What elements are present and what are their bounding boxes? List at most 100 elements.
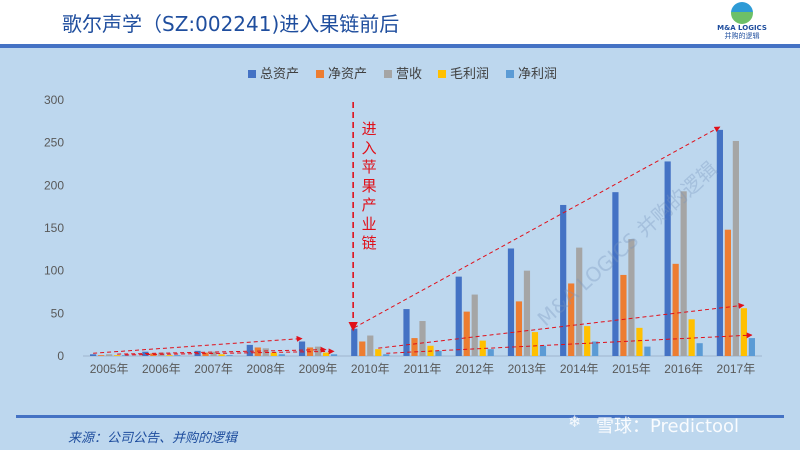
- footer-divider: [16, 415, 784, 418]
- legend-label: 净资产: [328, 67, 367, 82]
- annotation-char: 入: [362, 139, 377, 157]
- bar: [471, 294, 478, 356]
- y-tick-label: 300: [44, 93, 64, 107]
- bar: [351, 328, 358, 356]
- bar: [576, 247, 583, 356]
- bar: [106, 354, 113, 356]
- y-tick-label: 0: [57, 349, 64, 363]
- bar: [463, 311, 470, 356]
- bar: [584, 326, 591, 356]
- bar: [716, 129, 723, 356]
- x-tick-label: 2015年: [612, 362, 651, 376]
- annotation-char: 苹: [362, 158, 377, 176]
- x-tick-label: 2007年: [194, 362, 233, 376]
- bar: [479, 340, 486, 356]
- y-tick-label: 100: [44, 264, 64, 278]
- bar: [270, 352, 277, 356]
- bar: [560, 204, 567, 356]
- x-tick-label: 2009年: [299, 362, 338, 376]
- x-tick-label: 2013年: [508, 362, 547, 376]
- x-tick-label: 2008年: [246, 362, 285, 376]
- x-tick-label: 2006年: [142, 362, 181, 376]
- bar: [539, 345, 547, 356]
- x-tick-label: 2014年: [560, 362, 599, 376]
- bar: [592, 341, 599, 356]
- bar: [330, 354, 338, 356]
- annotation-char: 果: [362, 177, 377, 195]
- bar: [612, 192, 619, 356]
- bar: [688, 319, 695, 356]
- bar: [515, 301, 523, 356]
- bar: [359, 341, 366, 356]
- watermark: 雪球：Predictool: [596, 416, 740, 437]
- bar: [367, 335, 374, 356]
- y-tick-label: 150: [44, 221, 64, 235]
- annotation-char: 链: [362, 234, 377, 252]
- bar: [166, 355, 173, 356]
- bar-chart: 0 50 100 150 200 250 300 2005年 2006年 2007年 2008年 20…: [44, 67, 762, 376]
- x-tick-label: 2010年: [351, 362, 390, 376]
- legend-label: 总资产: [260, 67, 299, 82]
- bar: [455, 276, 462, 356]
- bar: [98, 355, 105, 356]
- bar: [531, 332, 539, 356]
- annotation-char: 业: [362, 215, 377, 233]
- bar: [740, 308, 747, 356]
- bar: [218, 354, 225, 356]
- legend-swatch: [384, 70, 392, 78]
- x-tick-label: 2017年: [717, 362, 756, 376]
- page-title: 歌尔声学（SZ:002241)进入果链前后: [62, 12, 400, 36]
- bar: [246, 344, 253, 356]
- logo-subtitle: 并购的逻辑: [724, 32, 760, 40]
- bar: [628, 239, 635, 356]
- bar: [226, 355, 233, 356]
- bar: [696, 343, 703, 356]
- annotation-char: 产: [362, 196, 377, 214]
- bar: [507, 248, 515, 356]
- logo-name: M&A LOGICS: [717, 24, 767, 32]
- bar: [322, 352, 330, 356]
- bar: [487, 349, 494, 356]
- bar: [680, 191, 687, 356]
- title-bar: 歌尔声学（SZ:002241)进入果链前后 M&A LOGICS 并购的逻辑: [0, 0, 800, 48]
- bar: [90, 354, 97, 356]
- x-tick-label: 2016年: [664, 362, 703, 376]
- bar: [435, 350, 442, 356]
- legend-label: 净利润: [518, 67, 557, 82]
- snowball-icon: ❄: [568, 412, 582, 431]
- bar: [122, 355, 129, 356]
- legend-label: 毛利润: [450, 67, 489, 82]
- trend-arrow: [386, 332, 753, 354]
- logo-icon: [731, 2, 753, 24]
- bar: [644, 346, 651, 356]
- bar: [403, 309, 410, 356]
- legend-swatch: [506, 70, 514, 78]
- legend-swatch: [438, 70, 446, 78]
- x-tick-label: 2011年: [404, 362, 442, 376]
- y-tick-label: 50: [51, 306, 65, 320]
- bar: [202, 352, 209, 356]
- legend-label: 营收: [396, 67, 422, 82]
- x-tick-label: 2012年: [455, 362, 494, 376]
- bar: [210, 351, 217, 356]
- logo: M&A LOGICS 并购的逻辑: [706, 2, 778, 42]
- bar: [375, 349, 382, 356]
- bar: [620, 274, 627, 356]
- bar: [174, 355, 181, 356]
- bar: [383, 354, 390, 356]
- bar: [411, 338, 418, 356]
- legend-swatch: [316, 70, 324, 78]
- bar: [278, 354, 285, 356]
- source-note: 来源：公司公告、并购的逻辑: [68, 431, 238, 446]
- bar: [523, 270, 531, 356]
- bar: [298, 341, 306, 356]
- bar: [732, 140, 739, 356]
- bar: [724, 229, 731, 356]
- bar: [419, 321, 426, 356]
- bar: [636, 327, 643, 356]
- legend-swatch: [248, 70, 256, 78]
- bar: [672, 263, 679, 356]
- y-tick-label: 250: [44, 136, 64, 150]
- y-tick-label: 200: [44, 178, 64, 192]
